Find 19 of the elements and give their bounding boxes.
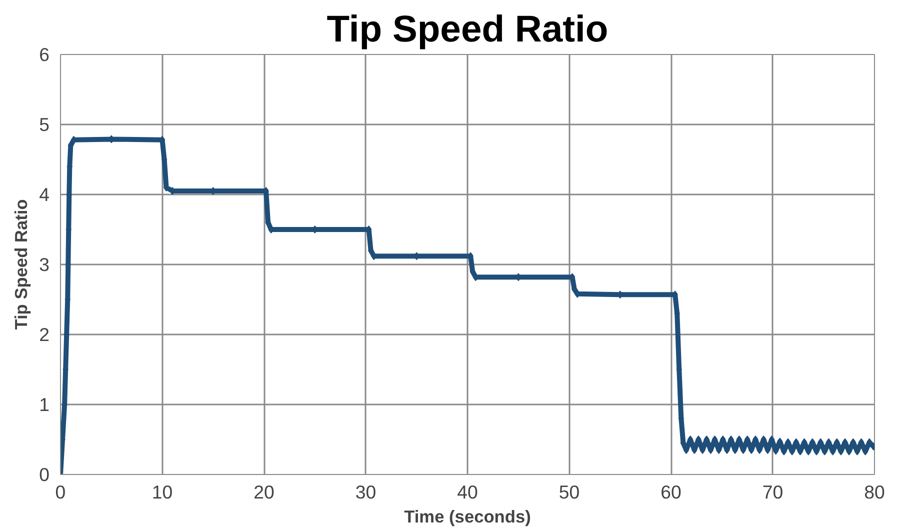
x-tick-label: 80 [864, 482, 885, 502]
y-tick-label: 0 [39, 464, 50, 485]
x-tick-label: 0 [55, 482, 66, 502]
chart-title: Tip Speed Ratio [326, 8, 608, 50]
y-tick-label: 6 [39, 44, 50, 65]
x-axis-title: Time (seconds) [404, 506, 531, 526]
x-tick-label: 70 [762, 482, 784, 502]
y-axis-title: Tip Speed Ratio [11, 199, 32, 330]
x-tick-label: 20 [254, 482, 274, 502]
y-tick-label: 5 [39, 114, 50, 135]
y-tick-label: 1 [39, 394, 50, 415]
x-tick-label: 10 [152, 482, 173, 502]
y-tick-label: 2 [39, 324, 50, 345]
x-tick-label: 50 [558, 482, 580, 502]
x-tick-label: 40 [457, 482, 478, 502]
x-tick-label: 60 [660, 482, 682, 502]
y-tick-label: 3 [39, 254, 50, 275]
x-tick-label: 30 [355, 482, 376, 502]
y-tick-label: 4 [39, 184, 50, 205]
